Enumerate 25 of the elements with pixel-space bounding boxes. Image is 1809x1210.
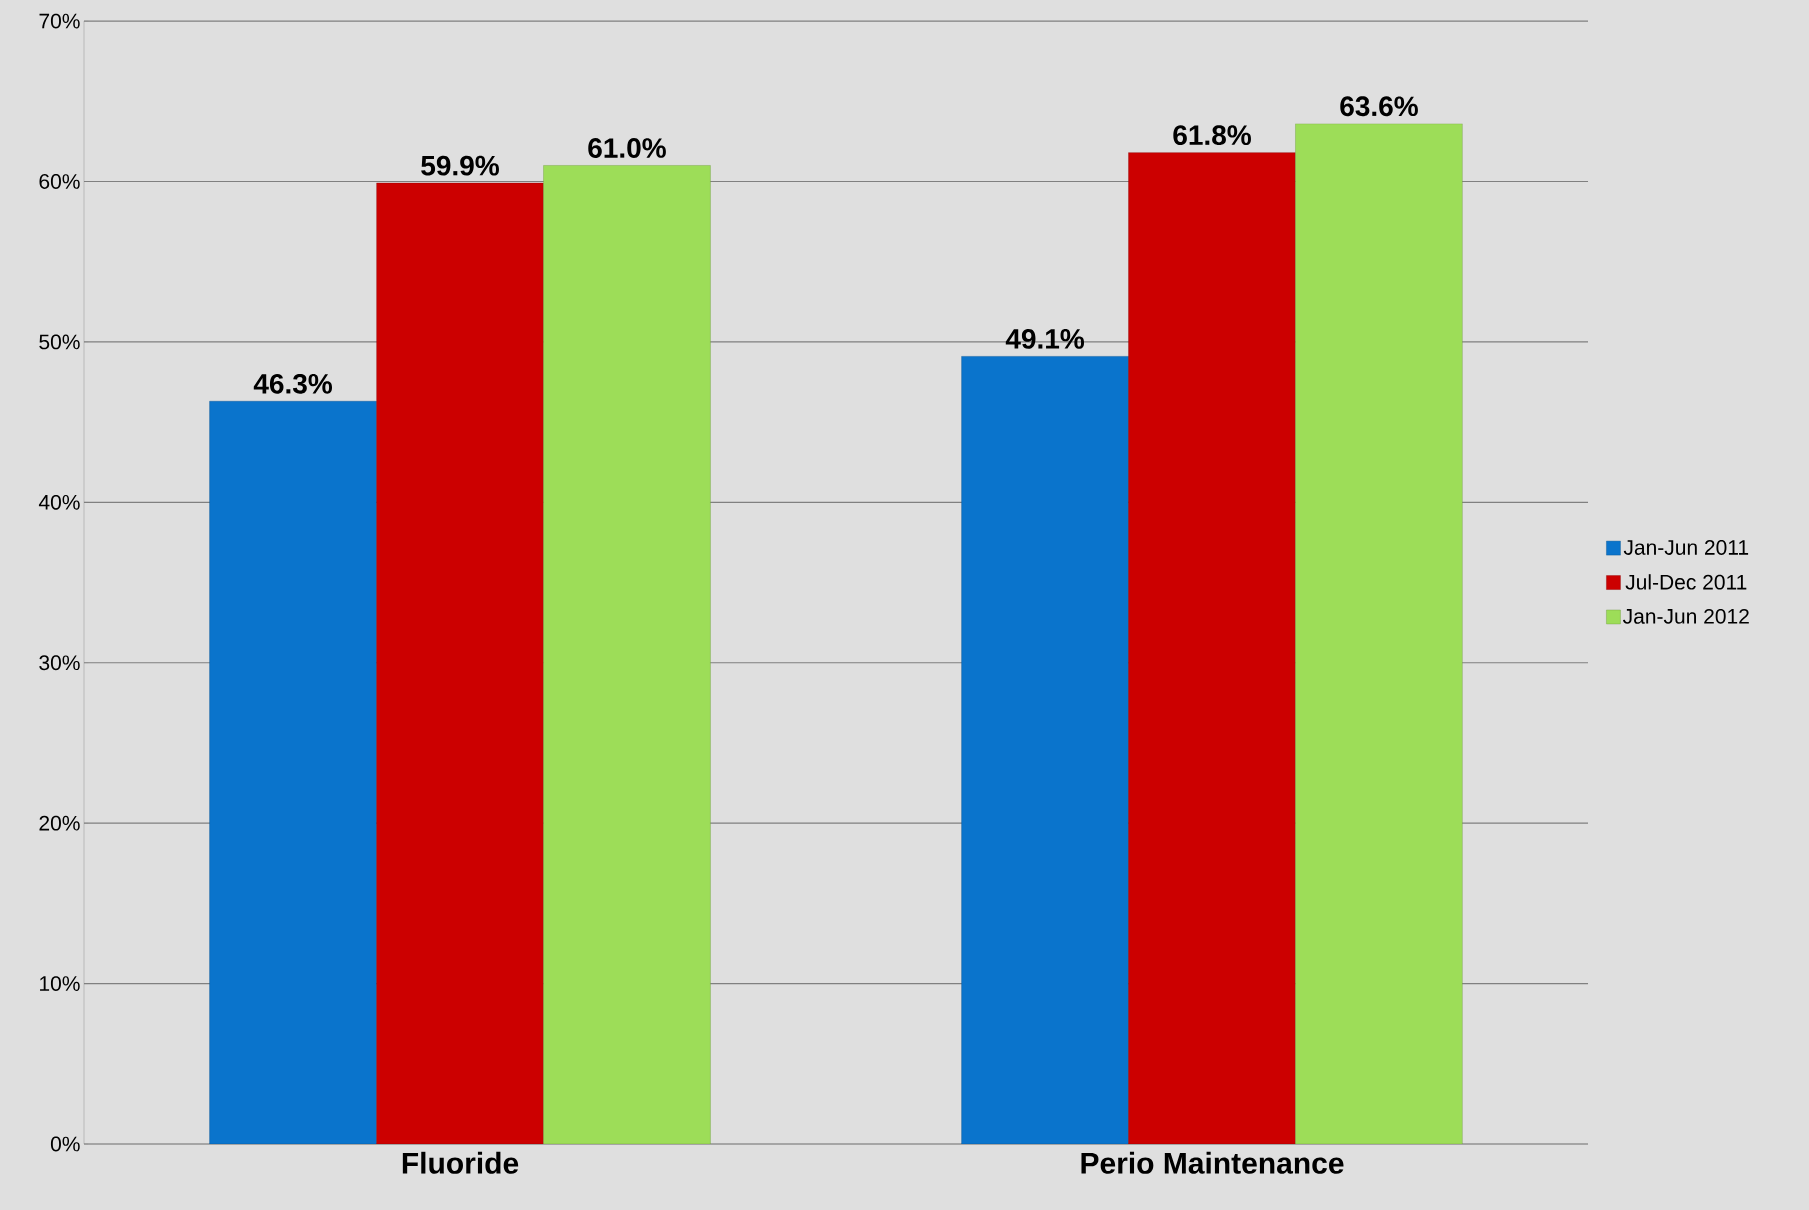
y-tick-label: 60% [39,174,80,189]
data-label: 61.0% [588,138,666,158]
y-tick-label: 50% [39,334,80,350]
y-tick-label: 20% [39,815,80,831]
bar [543,165,711,1144]
y-tick-label: 40% [38,494,80,510]
legend-label: Jan-Jun 2012 [1622,608,1749,624]
bar [1128,152,1296,1144]
legend-label: Jul-Dec 2011 [1625,574,1747,590]
y-tick-label: 30% [39,655,80,671]
x-tick-label: Perio Maintenance [1081,1151,1344,1174]
bar [376,182,544,1144]
bar [961,356,1129,1144]
y-tick-label: 70% [39,13,80,29]
data-label: 59.9% [421,155,499,176]
data-label: 61.8% [1173,125,1251,146]
data-label: 49.1% [1005,329,1085,349]
data-label: 46.3% [253,373,332,394]
data-label: 63.6% [1340,96,1418,117]
legend-label: Jan-Jun 2011 [1623,540,1749,555]
y-tick-label: 10% [40,976,80,992]
bar [209,401,377,1144]
bar [1295,123,1463,1144]
y-tick-label: 0% [50,1136,80,1152]
x-tick-label: Fluoride [402,1151,519,1174]
